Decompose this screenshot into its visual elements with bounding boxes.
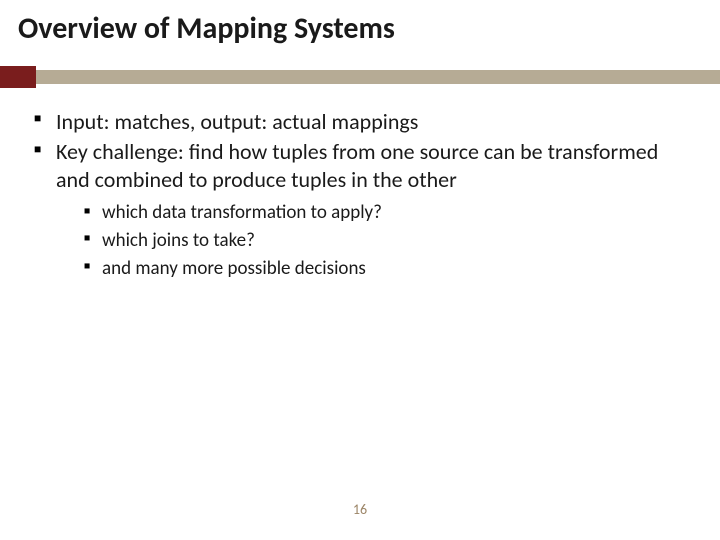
list-item: Key challenge: find how tuples from one … [30,138,696,281]
list-item: and many more possible decisions [80,256,696,282]
list-item: which data transformation to apply? [80,200,696,226]
divider-accent [0,66,36,88]
bullet-list: Input: matches, output: actual mappings … [30,108,696,281]
bullet-text: which data transformation to apply? [102,201,382,224]
list-item: Input: matches, output: actual mappings [30,108,696,136]
list-item: which joins to take? [80,228,696,254]
bullet-text: Key challenge: find how tuples from one … [56,138,658,193]
page-number: 16 [0,501,720,518]
bullet-text: Input: matches, output: actual mappings [56,108,418,135]
title-divider [0,66,720,88]
bullet-text: which joins to take? [102,229,255,252]
content-area: Input: matches, output: actual mappings … [30,108,696,283]
slide: Overview of Mapping Systems Input: match… [0,0,720,540]
slide-title: Overview of Mapping Systems [18,10,395,47]
divider-track [36,70,720,84]
bullet-text: and many more possible decisions [102,257,366,280]
sub-bullet-list: which data transformation to apply? whic… [56,200,696,281]
